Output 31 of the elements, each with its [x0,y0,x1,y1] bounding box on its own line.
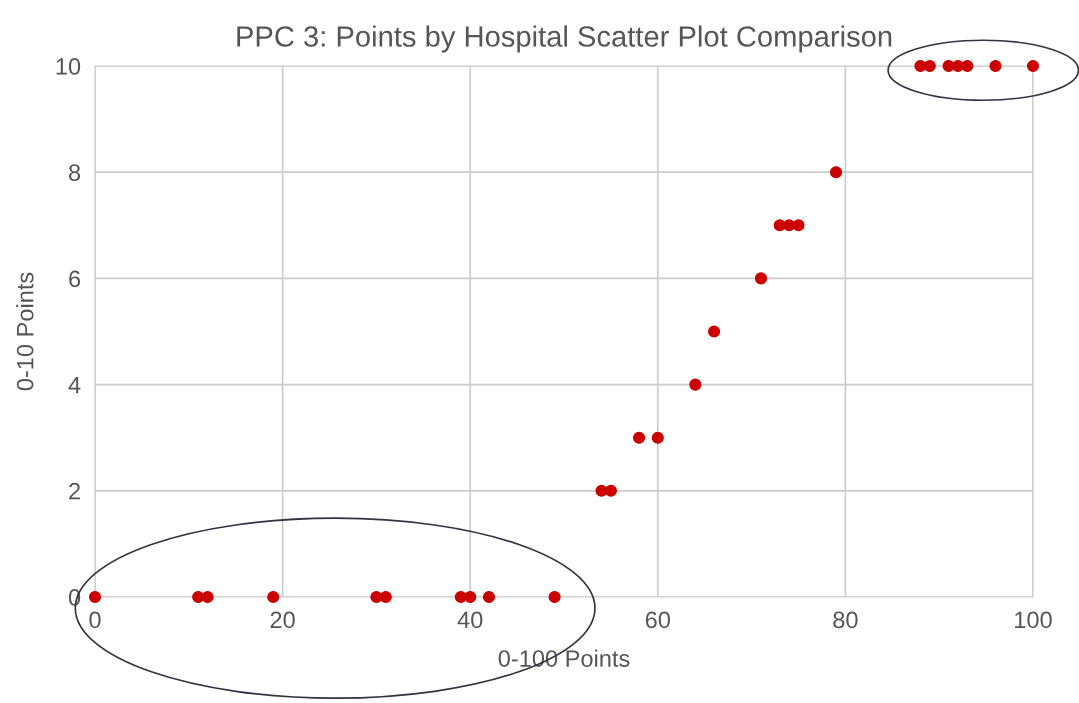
point [548,590,561,604]
y-axis-title: 0-10 Points [16,272,34,391]
point [708,325,721,338]
y-tick-label: 10 [56,58,81,75]
x-tick-label: 0 [89,611,101,629]
y-tick-label: 6 [69,270,81,288]
point [792,219,805,232]
point [267,590,280,604]
point [989,59,1002,73]
point [201,590,214,604]
point [923,59,936,73]
point [689,378,702,391]
y-tick-label: 4 [68,376,81,394]
point [829,166,843,179]
point [754,272,768,285]
point [961,59,974,73]
x-tick-label: 60 [645,611,671,629]
point [651,431,664,444]
x-tick-label: 100 [1015,611,1052,629]
chart-title: PPC 3: Points by Hospital Scatter Plot Comparison [237,25,892,53]
point [1026,59,1040,73]
point [482,590,496,604]
x-tick-label: 80 [833,611,858,629]
y-tick-label: 8 [69,164,81,181]
point [464,590,477,604]
y-tick-label: 2 [69,482,80,500]
point [632,431,646,444]
x-tick-label: 20 [270,611,295,629]
point [379,590,392,604]
point [88,590,102,604]
x-tick-label: 40 [457,611,483,629]
